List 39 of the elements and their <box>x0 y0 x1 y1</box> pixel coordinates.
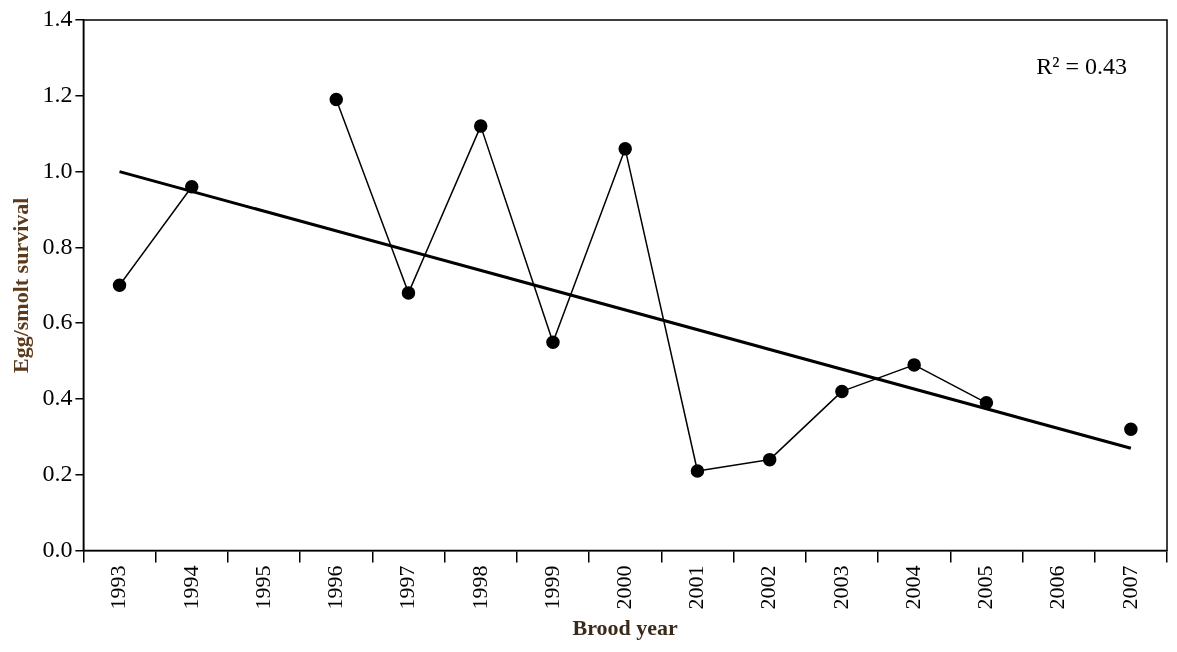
x-tick-label: 2004 <box>899 565 925 610</box>
x-tick-label: 1998 <box>466 565 492 610</box>
y-tick-label: 0.8 <box>42 232 73 259</box>
y-tick-label: 0.0 <box>42 535 73 562</box>
point <box>618 142 632 156</box>
point <box>690 464 705 478</box>
x-tick-label: 1993 <box>105 565 131 610</box>
x-tick-label: 2007 <box>1116 565 1142 610</box>
y-tick-label: 1.0 <box>42 156 73 183</box>
point <box>401 286 416 300</box>
x-tick-label: 1995 <box>249 565 275 610</box>
y-tick-label: 0.6 <box>42 308 73 335</box>
point <box>329 92 343 107</box>
y-tick-label: 1.4 <box>42 5 73 32</box>
point <box>979 396 994 410</box>
point <box>835 384 849 399</box>
point <box>546 335 560 349</box>
point <box>907 358 921 372</box>
x-tick-label: 2006 <box>1044 565 1070 610</box>
annotation: R² = 0.43 <box>1036 53 1127 80</box>
point <box>473 119 488 133</box>
y-axis-title: Egg/smolt survival <box>7 197 33 373</box>
point <box>185 180 199 194</box>
x-tick-label: 1997 <box>394 565 420 610</box>
point <box>1124 422 1138 437</box>
x-axis-title: Brood year <box>572 615 679 641</box>
x-tick-label: 1994 <box>177 565 203 610</box>
x-tick-label: 2005 <box>972 565 998 610</box>
point <box>112 278 127 293</box>
x-tick-label: 1996 <box>322 565 348 610</box>
y-tick-label: 1.2 <box>42 81 73 108</box>
point <box>762 452 777 467</box>
x-tick-label: 1999 <box>538 565 564 610</box>
x-tick-label: 2003 <box>827 565 853 610</box>
x-tick-label: 2000 <box>610 565 636 610</box>
x-tick-label: 2002 <box>755 565 781 610</box>
y-tick-label: 0.2 <box>42 460 73 487</box>
x-tick-label: 2001 <box>683 565 709 610</box>
y-tick-label: 0.4 <box>42 384 73 411</box>
